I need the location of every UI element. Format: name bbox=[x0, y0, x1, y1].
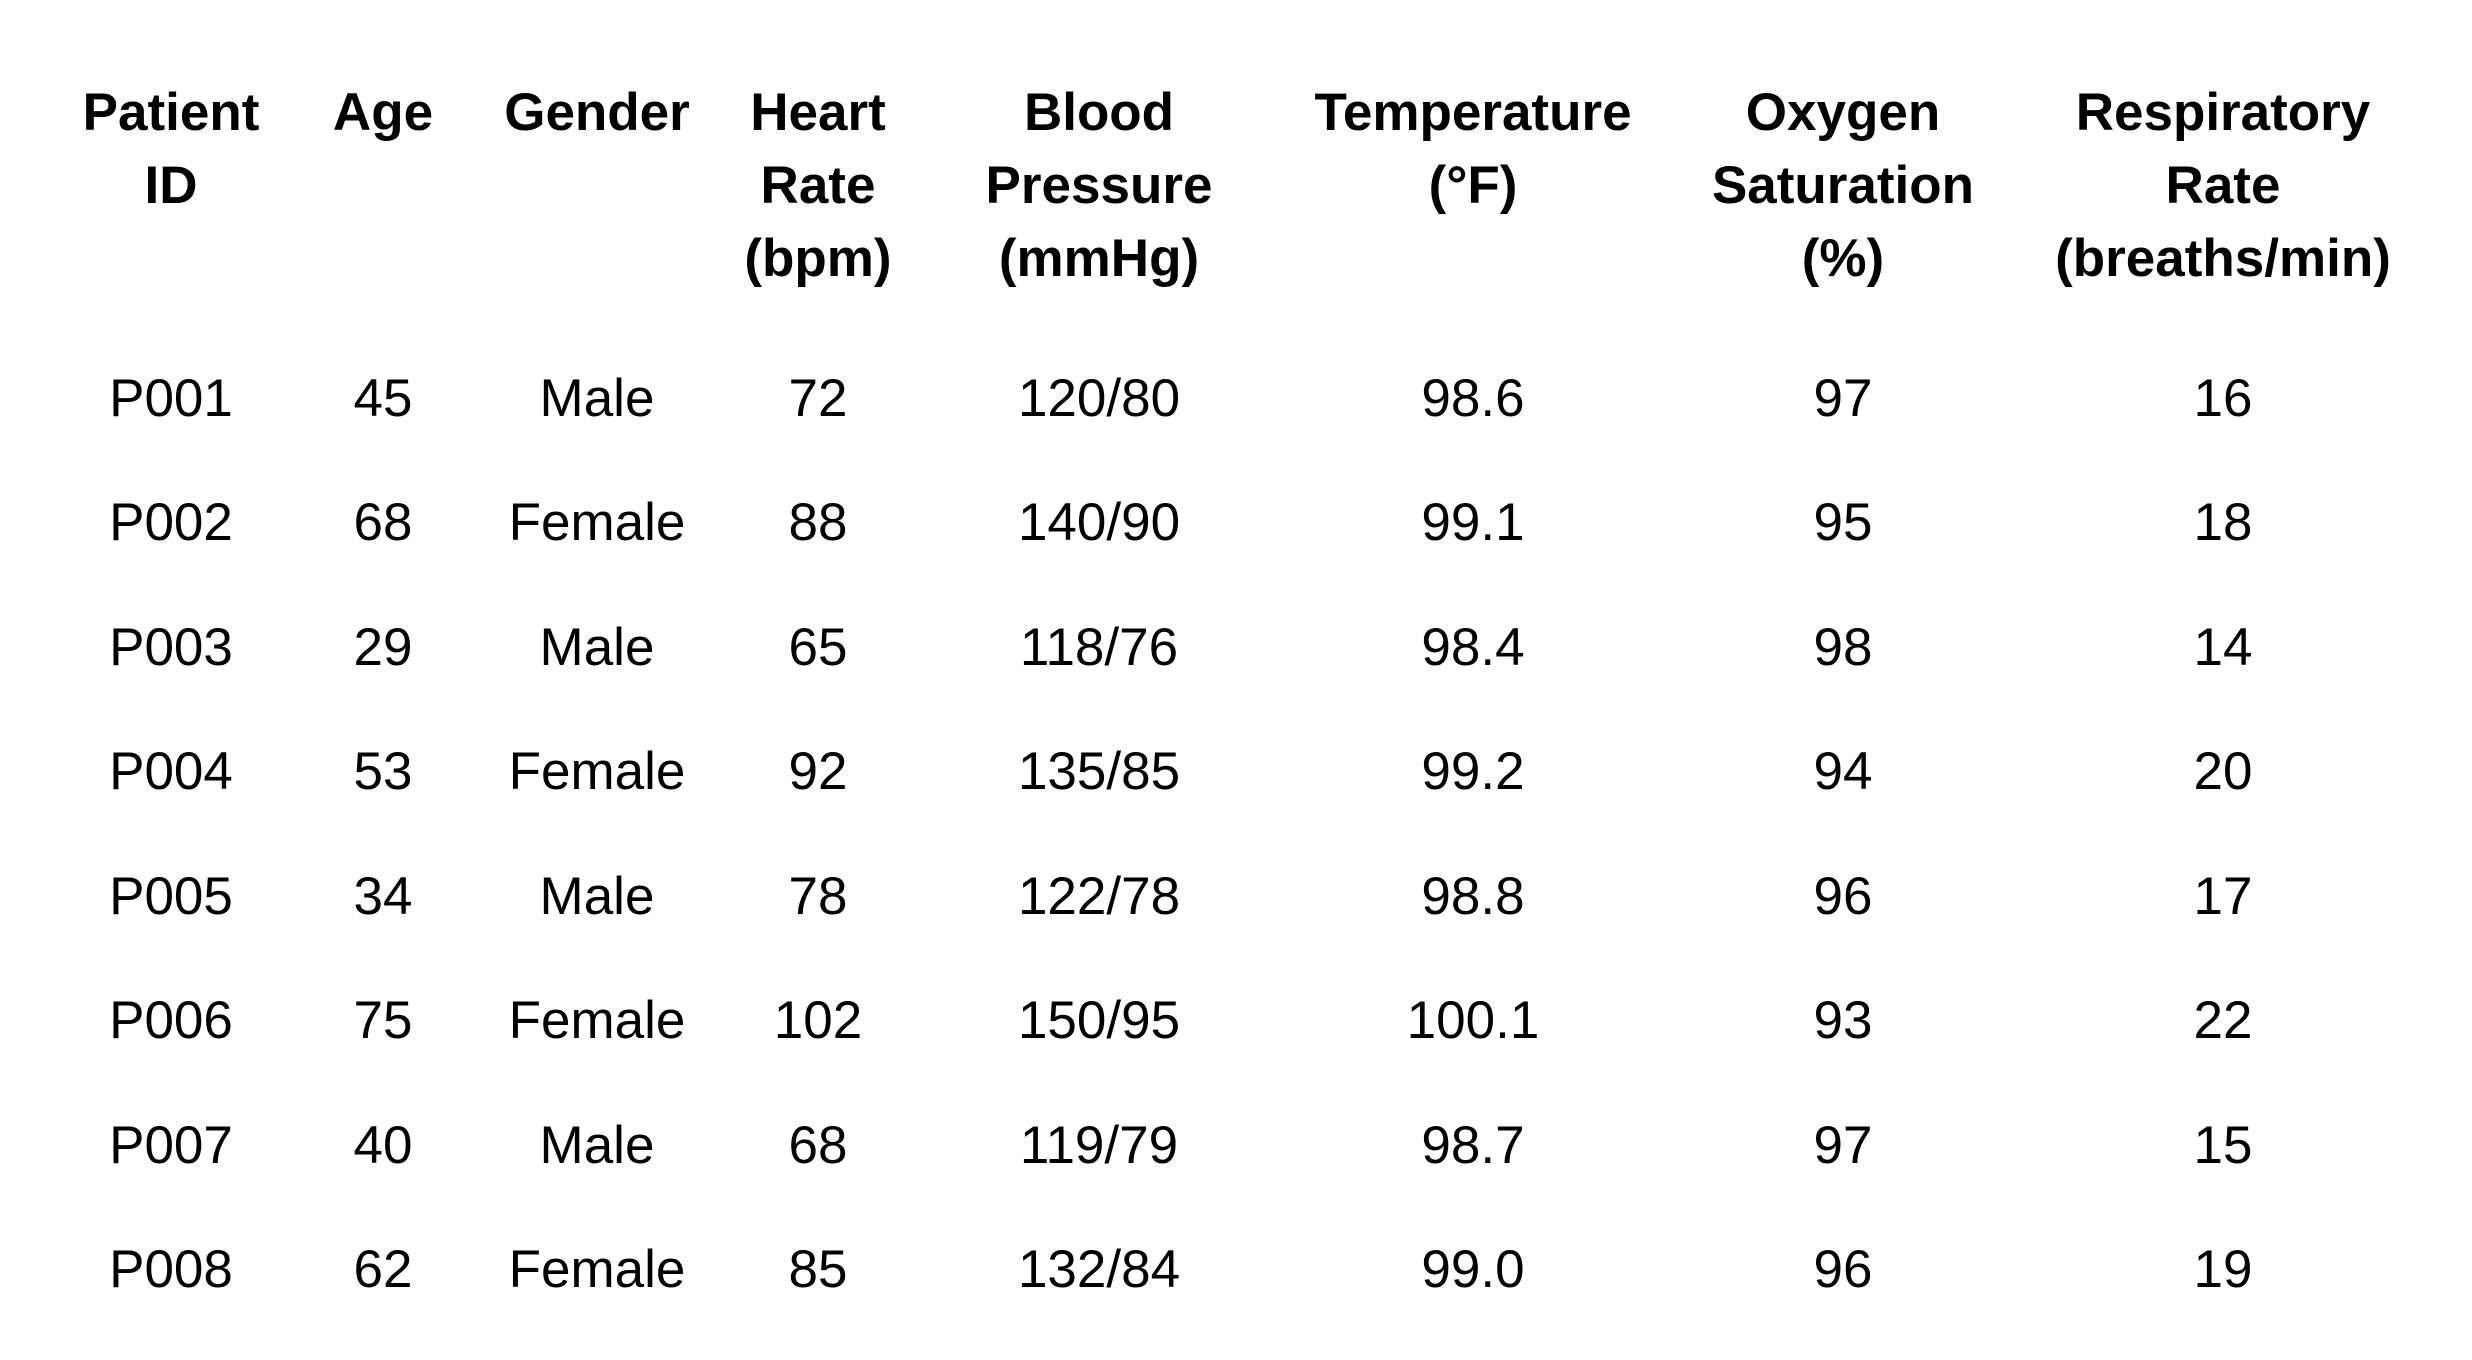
header-blood-pressure: Blood Pressure (mmHg) bbox=[985, 83, 1213, 288]
header-gender: Gender bbox=[504, 83, 690, 142]
cell-age: 45 bbox=[353, 368, 413, 428]
header-age: Age bbox=[332, 83, 434, 142]
cell-oxygen-saturation: 95 bbox=[1813, 493, 1873, 553]
header-respiratory-rate: Respiratory Rate (breaths/min) bbox=[2055, 83, 2391, 288]
cell-blood-pressure: 150/95 bbox=[1017, 991, 1181, 1051]
cell-patient-id: P001 bbox=[109, 368, 233, 428]
cell-temperature: 99.0 bbox=[1421, 1240, 1525, 1300]
cell-patient-id: P008 bbox=[109, 1240, 233, 1300]
cell-age: 29 bbox=[353, 617, 413, 677]
header-temperature: Temperature (°F) bbox=[1314, 83, 1632, 215]
cell-blood-pressure: 135/85 bbox=[1017, 742, 1181, 802]
cell-oxygen-saturation: 97 bbox=[1813, 1115, 1873, 1175]
cell-temperature: 100.1 bbox=[1406, 991, 1540, 1051]
cell-respiratory-rate: 22 bbox=[2193, 991, 2253, 1051]
cell-age: 75 bbox=[353, 991, 413, 1051]
table-row: P007 40 Male 68 119/79 98.7 97 15 bbox=[64, 1083, 2438, 1208]
cell-blood-pressure: 120/80 bbox=[1017, 368, 1181, 428]
cell-respiratory-rate: 16 bbox=[2193, 368, 2253, 428]
cell-age: 62 bbox=[353, 1240, 413, 1300]
header-oxygen-saturation: Oxygen Saturation (%) bbox=[1711, 83, 1975, 288]
cell-blood-pressure: 132/84 bbox=[1017, 1240, 1181, 1300]
cell-blood-pressure: 122/78 bbox=[1017, 866, 1181, 926]
cell-respiratory-rate: 14 bbox=[2193, 617, 2253, 677]
cell-blood-pressure: 119/79 bbox=[1019, 1115, 1179, 1175]
cell-oxygen-saturation: 94 bbox=[1813, 742, 1873, 802]
header-patient-id: Patient ID bbox=[82, 83, 260, 215]
cell-blood-pressure: 118/76 bbox=[1019, 617, 1179, 677]
cell-oxygen-saturation: 97 bbox=[1813, 368, 1873, 428]
cell-temperature: 98.7 bbox=[1421, 1115, 1525, 1175]
cell-gender: Male bbox=[539, 617, 655, 677]
cell-heart-rate: 78 bbox=[788, 866, 848, 926]
cell-heart-rate: 102 bbox=[773, 991, 863, 1051]
cell-respiratory-rate: 17 bbox=[2193, 866, 2253, 926]
cell-gender: Female bbox=[508, 493, 686, 553]
cell-patient-id: P004 bbox=[109, 742, 233, 802]
cell-oxygen-saturation: 96 bbox=[1813, 866, 1873, 926]
header-row: Patient ID Age Gender Heart Rate (bpm) B… bbox=[64, 76, 2438, 336]
table-row: P004 53 Female 92 135/85 99.2 94 20 bbox=[64, 710, 2438, 835]
cell-respiratory-rate: 15 bbox=[2193, 1115, 2253, 1175]
patient-vitals-table: Patient ID Age Gender Heart Rate (bpm) B… bbox=[64, 76, 2438, 1332]
cell-respiratory-rate: 19 bbox=[2193, 1240, 2253, 1300]
table-row: P006 75 Female 102 150/95 100.1 93 22 bbox=[64, 959, 2438, 1084]
table-row: P001 45 Male 72 120/80 98.6 97 16 bbox=[64, 336, 2438, 461]
cell-oxygen-saturation: 93 bbox=[1813, 991, 1873, 1051]
cell-age: 68 bbox=[353, 493, 413, 553]
cell-temperature: 99.2 bbox=[1421, 742, 1525, 802]
cell-gender: Female bbox=[508, 1240, 686, 1300]
table-row: P005 34 Male 78 122/78 98.8 96 17 bbox=[64, 834, 2438, 959]
cell-patient-id: P005 bbox=[109, 866, 233, 926]
cell-respiratory-rate: 20 bbox=[2193, 742, 2253, 802]
cell-temperature: 99.1 bbox=[1421, 493, 1525, 553]
cell-patient-id: P002 bbox=[109, 493, 233, 553]
table-row: P008 62 Female 85 132/84 99.0 96 19 bbox=[64, 1208, 2438, 1333]
table-row: P003 29 Male 65 118/76 98.4 98 14 bbox=[64, 585, 2438, 710]
cell-patient-id: P003 bbox=[109, 617, 233, 677]
cell-temperature: 98.4 bbox=[1421, 617, 1525, 677]
cell-gender: Female bbox=[508, 742, 686, 802]
cell-patient-id: P007 bbox=[109, 1115, 233, 1175]
cell-age: 40 bbox=[353, 1115, 413, 1175]
cell-temperature: 98.8 bbox=[1421, 866, 1525, 926]
cell-heart-rate: 65 bbox=[788, 617, 848, 677]
cell-gender: Male bbox=[539, 368, 655, 428]
cell-oxygen-saturation: 96 bbox=[1813, 1240, 1873, 1300]
cell-blood-pressure: 140/90 bbox=[1017, 493, 1181, 553]
cell-heart-rate: 92 bbox=[788, 742, 848, 802]
cell-heart-rate: 85 bbox=[788, 1240, 848, 1300]
cell-age: 34 bbox=[353, 866, 413, 926]
cell-gender: Male bbox=[539, 1115, 655, 1175]
cell-heart-rate: 68 bbox=[788, 1115, 848, 1175]
cell-temperature: 98.6 bbox=[1421, 368, 1525, 428]
cell-gender: Male bbox=[539, 866, 655, 926]
cell-heart-rate: 72 bbox=[788, 368, 848, 428]
cell-respiratory-rate: 18 bbox=[2193, 493, 2253, 553]
cell-gender: Female bbox=[508, 991, 686, 1051]
table-row: P002 68 Female 88 140/90 99.1 95 18 bbox=[64, 461, 2438, 586]
cell-heart-rate: 88 bbox=[788, 493, 848, 553]
cell-age: 53 bbox=[353, 742, 413, 802]
header-heart-rate: Heart Rate (bpm) bbox=[744, 83, 892, 288]
cell-patient-id: P006 bbox=[109, 991, 233, 1051]
cell-oxygen-saturation: 98 bbox=[1813, 617, 1873, 677]
